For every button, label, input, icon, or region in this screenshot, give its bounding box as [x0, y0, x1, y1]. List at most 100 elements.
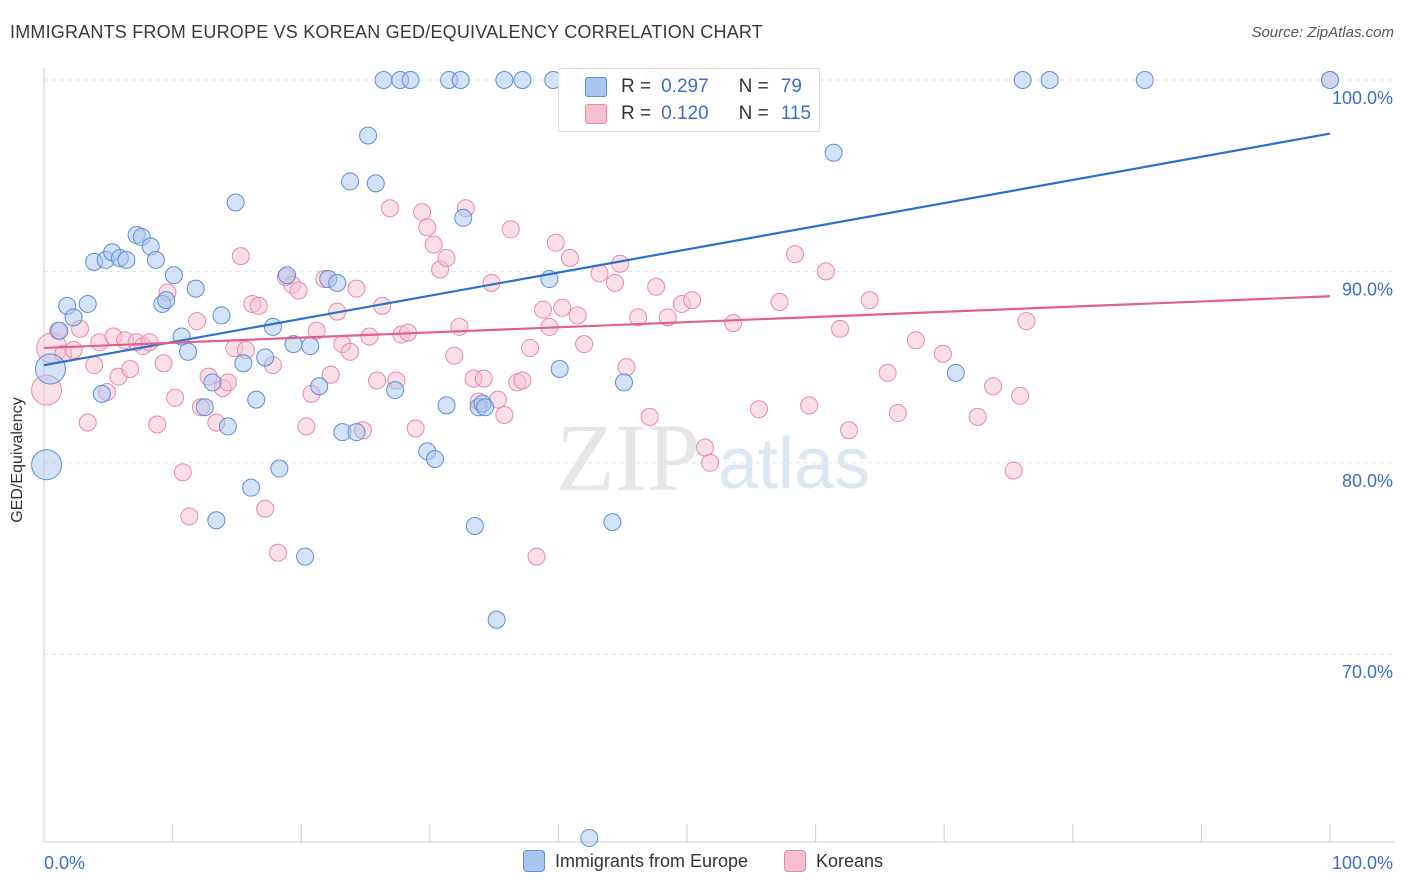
legend-n-korean: 115 [780, 103, 812, 124]
europe-point [1321, 71, 1339, 89]
correlation-legend: R = 0.297 N = 79 R = 0.120 N = 115 [558, 68, 820, 132]
korean-point [840, 421, 859, 440]
korean-point [406, 419, 425, 438]
legend-r-korean: 0.120 [661, 103, 709, 124]
legend-r-europe: 0.297 [661, 76, 709, 97]
korean-point [341, 342, 360, 361]
korean-point [513, 371, 532, 390]
series-koreans [31, 71, 1339, 566]
europe-point [146, 250, 165, 269]
korean-point [770, 293, 789, 312]
europe-point [366, 174, 385, 193]
europe-point [78, 294, 97, 313]
europe-point [226, 193, 245, 212]
korean-point [553, 298, 572, 317]
europe-point [92, 384, 111, 403]
korean-point [1017, 312, 1036, 331]
korean-point [1004, 461, 1023, 480]
korean-point [683, 291, 702, 310]
korean-point [495, 405, 514, 424]
europe-point [50, 321, 69, 340]
y-tick-label: 70.0% [1342, 662, 1393, 682]
korean-point [611, 254, 630, 273]
europe-point [256, 348, 275, 367]
korean-point [380, 199, 399, 218]
korean-point [878, 363, 897, 382]
korean-point [437, 249, 456, 268]
europe-point [328, 273, 347, 292]
korean-point [347, 279, 366, 298]
europe-point [495, 71, 514, 89]
chart-title: IMMIGRANTS FROM EUROPE VS KOREAN GED/EQU… [10, 22, 763, 42]
korean-point [984, 377, 1003, 396]
europe-point [374, 71, 393, 89]
korean-point [418, 218, 437, 237]
europe-point [186, 279, 205, 298]
legend-r-label: R = [621, 76, 652, 97]
legend-row-europe: R = 0.297 N = 79 [585, 75, 802, 99]
korean-point [617, 358, 636, 377]
watermark-zip: ZIP [556, 404, 700, 511]
korean-point [1011, 386, 1030, 405]
europe-point [614, 373, 633, 392]
korean-point [413, 203, 432, 222]
legend-swatch-korean [585, 104, 607, 124]
korean-point [605, 273, 624, 292]
korean-point [321, 365, 340, 384]
korean-point [521, 338, 540, 357]
korean-point [474, 369, 493, 388]
europe-point [164, 266, 183, 285]
trend-line-europe [43, 132, 1331, 367]
europe-point [296, 547, 315, 566]
europe-point [359, 126, 378, 145]
europe-point [270, 459, 289, 478]
korean-point [568, 306, 587, 325]
legend-n-label: N = [738, 76, 769, 97]
legend-item-korean[interactable]: Koreans [784, 850, 883, 872]
europe-point [207, 511, 226, 530]
korean-point [289, 281, 308, 300]
europe-point [212, 306, 231, 325]
korean-point [64, 340, 83, 359]
x-tick-label-max: 100.0% [1332, 853, 1393, 873]
legend-item-europe[interactable]: Immigrants from Europe [522, 850, 748, 872]
europe-point [824, 143, 843, 162]
korean-point [501, 220, 520, 239]
korean-point [786, 245, 805, 264]
europe-point [1013, 71, 1032, 89]
legend-n-europe: 79 [780, 76, 802, 97]
korean-point [724, 314, 743, 333]
legend-swatch-korean [784, 850, 806, 872]
korean-point [860, 291, 879, 310]
korean-point [450, 317, 469, 336]
korean-point [590, 264, 609, 283]
korean-point [256, 499, 275, 518]
europe-point [278, 266, 297, 285]
korean-point [888, 404, 907, 423]
europe-point [242, 478, 261, 497]
korean-point [121, 360, 140, 379]
korean-point [933, 344, 952, 363]
europe-point [310, 377, 329, 396]
korean-point [360, 327, 379, 346]
korean-point [533, 300, 552, 319]
europe-point [347, 423, 366, 442]
korean-point [166, 388, 185, 407]
korean-point [231, 247, 250, 266]
legend-n-label: N = [738, 103, 769, 124]
europe-point [341, 172, 360, 191]
korean-point [180, 507, 199, 526]
korean-point [368, 371, 387, 390]
legend-label-korean: Koreans [816, 850, 884, 871]
korean-point [546, 233, 565, 252]
korean-point [307, 321, 326, 340]
europe-point [64, 308, 83, 327]
legend-swatch-europe [585, 77, 607, 97]
trend-lines [43, 132, 1331, 367]
korean-point [906, 331, 925, 350]
series-legend: Immigrants from Europe Koreans [0, 850, 1406, 872]
korean-point [831, 319, 850, 338]
europe-point [513, 71, 532, 89]
europe-point [157, 291, 176, 310]
